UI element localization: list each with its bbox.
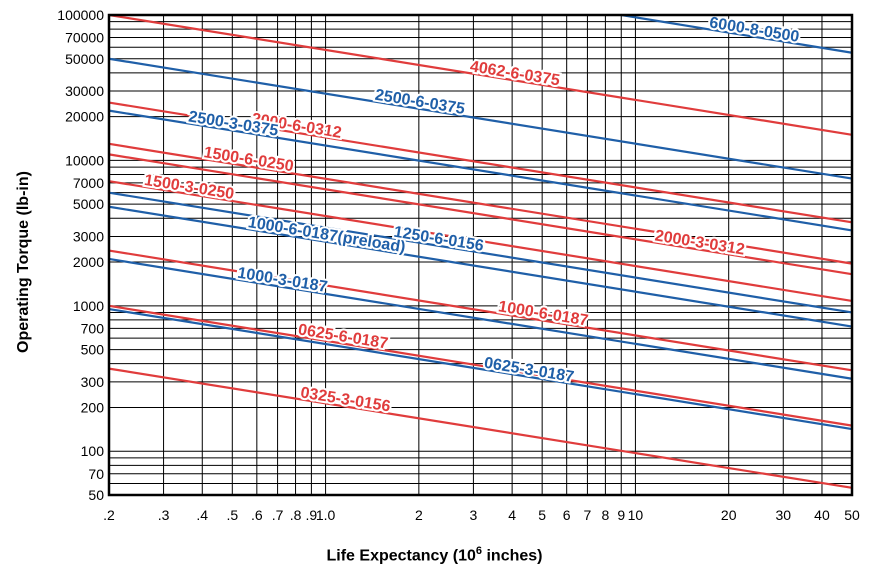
y-axis-label: Operating Torque (lb-in) bbox=[15, 171, 32, 353]
series-label: 1000-3-0187 bbox=[236, 265, 328, 296]
y-tick-label: 100 bbox=[81, 443, 105, 459]
y-tick-label: 70 bbox=[88, 466, 104, 482]
series-label: 2000-3-0312 bbox=[654, 227, 746, 258]
y-tick-label: 7000 bbox=[73, 175, 104, 191]
plot-frame bbox=[107, 13, 854, 497]
series-line bbox=[108, 109, 853, 232]
series-line bbox=[108, 249, 853, 372]
y-tick-label: 5000 bbox=[73, 196, 104, 212]
series-label: 1000-6-0187 bbox=[497, 298, 589, 329]
series-line bbox=[108, 257, 853, 380]
x-axis-label-tail: inches) bbox=[482, 547, 543, 565]
x-tick-label: 50 bbox=[844, 507, 860, 523]
series-line bbox=[108, 13, 853, 136]
x-tick-label: 4 bbox=[508, 507, 516, 523]
y-tick-label: 50000 bbox=[65, 51, 104, 67]
x-tick-label: 40 bbox=[814, 507, 830, 523]
y-tick-label: 500 bbox=[81, 342, 105, 358]
x-tick-label: .8 bbox=[290, 507, 302, 523]
series-line bbox=[108, 57, 853, 180]
series-line bbox=[108, 205, 853, 328]
x-tick-label: .7 bbox=[272, 507, 284, 523]
series-label: 0625-3-0187 bbox=[483, 355, 575, 386]
series-line bbox=[108, 180, 853, 303]
y-tick-label: 3000 bbox=[73, 228, 104, 244]
series-line bbox=[108, 142, 853, 265]
y-tick-label: 20000 bbox=[65, 109, 104, 125]
x-axis-label-exponent: 6 bbox=[475, 545, 483, 557]
series-label: 6000-8-0500 bbox=[708, 14, 800, 45]
x-axis-label: Life Expectancy (106 inches) bbox=[0, 545, 869, 565]
y-tick-label: 700 bbox=[81, 320, 105, 336]
y-tick-label: 300 bbox=[81, 374, 105, 390]
x-tick-label: .5 bbox=[226, 507, 238, 523]
x-tick-label: .4 bbox=[196, 507, 208, 523]
x-tick-label: .6 bbox=[251, 507, 263, 523]
series-label: 1500-3-0250 bbox=[143, 172, 235, 203]
series-line bbox=[108, 307, 853, 431]
y-tick-label: 30000 bbox=[65, 83, 104, 99]
y-tick-label: 10000 bbox=[65, 152, 104, 168]
x-tick-label: 7 bbox=[584, 507, 592, 523]
y-tick-label: 2000 bbox=[73, 254, 104, 270]
series-line bbox=[108, 153, 853, 276]
y-tick-label: 70000 bbox=[65, 30, 104, 46]
x-tick-label: 8 bbox=[601, 507, 609, 523]
x-tick-label: 6 bbox=[563, 507, 571, 523]
series-label: 4062-6-0375 bbox=[469, 58, 561, 89]
x-tick-labels: .2 .3 .4 .5 .6 .7 .8.91.0 2 3 4 5 6 7 8 9 10 20 30 40 50 bbox=[103, 507, 860, 523]
x-tick-label: 10 bbox=[628, 507, 644, 523]
y-tick-labels: 50 70 100 200 300 500 700 1000 2000 3000 5000 7000 1… bbox=[57, 7, 104, 503]
series-line bbox=[108, 304, 853, 427]
x-tick-label: .9 bbox=[306, 507, 318, 523]
x-tick-label: .2 bbox=[103, 507, 115, 523]
series-line bbox=[621, 13, 853, 54]
y-tick-label: 100000 bbox=[57, 7, 104, 23]
y-tick-label: 50 bbox=[88, 487, 104, 503]
series-line bbox=[108, 191, 853, 314]
x-axis-label-main: Life Expectancy (10 bbox=[326, 547, 476, 565]
series-label: 1000-6-0187(preload) bbox=[247, 214, 407, 256]
y-tick-label: 1000 bbox=[73, 298, 104, 314]
x-tick-label: 2 bbox=[415, 507, 423, 523]
y-tick-label: 200 bbox=[81, 399, 105, 415]
series-line bbox=[108, 367, 853, 489]
x-tick-label: 5 bbox=[538, 507, 546, 523]
x-tick-label: 20 bbox=[721, 507, 737, 523]
x-tick-label: .3 bbox=[158, 507, 170, 523]
series-lines bbox=[108, 13, 853, 489]
series-line bbox=[108, 101, 853, 224]
x-tick-label: 1.0 bbox=[316, 507, 336, 523]
x-tick-label: 3 bbox=[470, 507, 478, 523]
series-label: 0325-3-0156 bbox=[299, 384, 391, 415]
x-tick-label: 9 bbox=[617, 507, 625, 523]
x-tick-label: 30 bbox=[775, 507, 791, 523]
